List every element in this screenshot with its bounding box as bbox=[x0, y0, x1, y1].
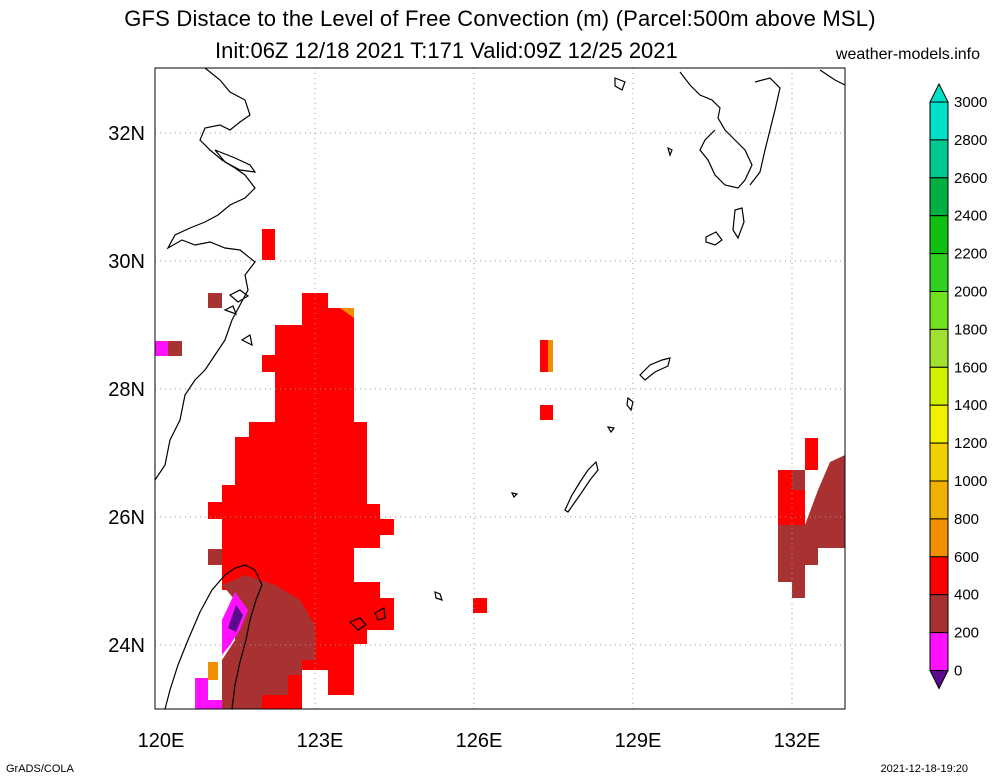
y-axis: 32N 30N 28N 26N 24N bbox=[108, 123, 145, 657]
isle-small-3 bbox=[510, 492, 519, 499]
footer-timestamp: 2021-12-18-19:20 bbox=[880, 763, 968, 775]
x-tick-label: 126E bbox=[456, 730, 503, 752]
coastlines bbox=[155, 68, 845, 709]
brown-region-east-top bbox=[792, 470, 805, 490]
colorbar-segment bbox=[929, 480, 949, 520]
isle-zhoushan bbox=[223, 289, 253, 347]
colorbar-label: 2200 bbox=[954, 246, 987, 263]
colorbar-label: 1000 bbox=[954, 473, 987, 490]
red-cell-east2 bbox=[805, 438, 818, 470]
colorbar-segment bbox=[929, 442, 949, 482]
colorbar-label: 3000 bbox=[954, 94, 987, 111]
coast-china bbox=[155, 68, 256, 481]
colorbar-segment bbox=[929, 139, 949, 179]
y-tick-label: 32N bbox=[108, 123, 145, 145]
colorbar-label: 200 bbox=[954, 625, 979, 642]
x-tick-label: 123E bbox=[297, 730, 344, 752]
brown-cell-edge bbox=[168, 341, 182, 356]
colorbar-label: 600 bbox=[954, 549, 979, 566]
colorbar-segment bbox=[929, 366, 949, 406]
colorbar-segment bbox=[929, 556, 949, 596]
x-tick-label: 129E bbox=[615, 730, 662, 752]
brown-region-east bbox=[778, 455, 845, 598]
colorbar-label: 1400 bbox=[954, 397, 987, 414]
red-cell-north bbox=[262, 229, 275, 260]
isle-yakushima bbox=[705, 231, 723, 246]
y-tick-label: 26N bbox=[108, 507, 145, 529]
colorbar-label: 1800 bbox=[954, 321, 987, 338]
orange-edge-3 bbox=[208, 662, 218, 680]
x-tick-label: 120E bbox=[138, 730, 185, 752]
colorbar-label: 1200 bbox=[954, 435, 987, 452]
purple-core bbox=[228, 605, 243, 632]
y-tick-label: 28N bbox=[108, 379, 145, 401]
colorbar-label: 0 bbox=[954, 663, 962, 680]
plot-frame bbox=[154, 67, 846, 710]
hole-2 bbox=[302, 670, 328, 709]
isle-small-4 bbox=[434, 591, 443, 601]
orange-edge-1 bbox=[340, 308, 354, 318]
colorbar-label: 1600 bbox=[954, 359, 987, 376]
isle-small-2 bbox=[606, 426, 616, 434]
colorbar-segment bbox=[929, 594, 949, 634]
colorbar-segment bbox=[929, 215, 949, 255]
red-cell-mid2 bbox=[540, 340, 548, 372]
isle-small-6 bbox=[667, 146, 673, 157]
colorbar-label: 2400 bbox=[954, 208, 987, 225]
magenta-edge bbox=[155, 341, 168, 356]
isle-tanegashima bbox=[732, 207, 745, 240]
magenta-taiwan-south bbox=[195, 678, 222, 709]
coast-japan-kyushu bbox=[679, 69, 845, 189]
colorbar-segment bbox=[929, 253, 949, 293]
map-title: GFS Distace to the Level of Free Convect… bbox=[124, 6, 876, 31]
colorbar-segment bbox=[929, 404, 949, 444]
isle-amami bbox=[639, 357, 671, 381]
brown-cell-west bbox=[208, 293, 222, 308]
graticule bbox=[155, 68, 845, 709]
site-credit: weather-models.info bbox=[835, 46, 980, 63]
red-cell-mid3 bbox=[540, 405, 553, 420]
isle-small-1 bbox=[626, 396, 634, 412]
isle-okinawa bbox=[564, 460, 599, 513]
isle-small-5 bbox=[614, 77, 626, 91]
lfc-field bbox=[155, 229, 845, 709]
brown-cell-west2 bbox=[208, 549, 222, 565]
y-tick-label: 24N bbox=[108, 635, 145, 657]
map-subtitle: Init:06Z 12/18 2021 T:171 Valid:09Z 12/2… bbox=[215, 38, 678, 63]
y-tick-label: 30N bbox=[108, 251, 145, 273]
x-axis: 120E 123E 126E 129E 132E bbox=[138, 730, 821, 752]
colorbar-segment bbox=[929, 101, 949, 141]
colorbar-label: 400 bbox=[954, 587, 979, 604]
colorbar-segment bbox=[929, 328, 949, 368]
colorbar-top-arrow bbox=[929, 82, 949, 103]
colorbar-label: 2800 bbox=[954, 132, 987, 149]
coast-taiwan bbox=[164, 564, 263, 709]
colorbar-segment bbox=[929, 177, 949, 217]
footer-credit: GrADS/COLA bbox=[6, 763, 74, 775]
x-tick-label: 132E bbox=[774, 730, 821, 752]
colorbar-segment bbox=[929, 518, 949, 558]
coast-yangtze bbox=[214, 149, 257, 173]
colorbar-label: 2600 bbox=[954, 170, 987, 187]
hole-1 bbox=[380, 535, 394, 548]
colorbar-segment bbox=[929, 632, 949, 671]
colorbar-label: 2000 bbox=[954, 284, 987, 301]
colorbar-segment bbox=[929, 291, 949, 330]
isle-miyako bbox=[348, 607, 386, 631]
colorbar-label: 800 bbox=[954, 511, 979, 528]
colorbar: 3000280026002400220020001800160014001200… bbox=[929, 82, 987, 690]
red-cell-mid bbox=[473, 598, 487, 613]
colorbar-bottom-arrow bbox=[929, 670, 949, 690]
